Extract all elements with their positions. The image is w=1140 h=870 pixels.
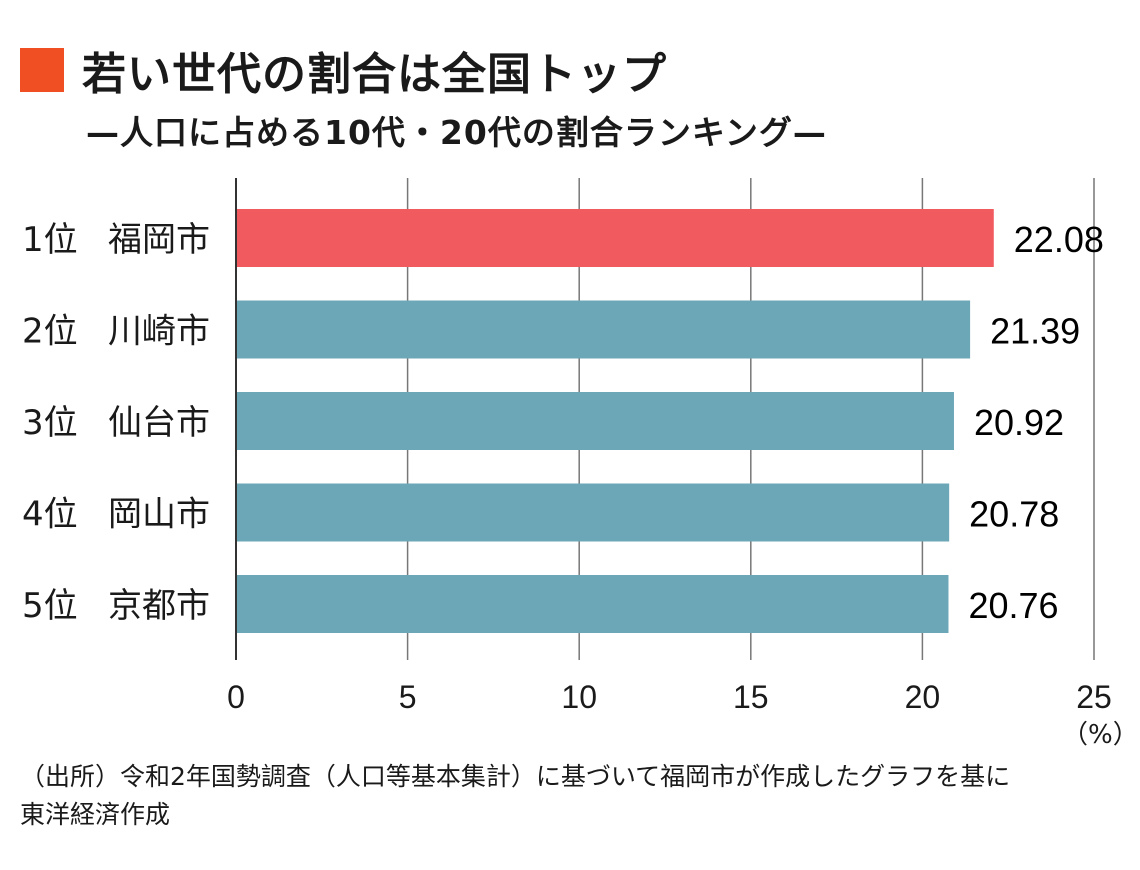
bar-5 xyxy=(236,575,949,633)
city-label-4: 岡山市 xyxy=(108,495,210,535)
city-label-3: 仙台市 xyxy=(108,403,210,443)
source-note: （出所）令和2年国勢調査（人口等基本集計）に基づいて福岡市が作成したグラフを基に… xyxy=(20,758,1120,834)
bar-1 xyxy=(236,209,994,267)
bar-2 xyxy=(236,300,971,359)
chart-title: 若い世代の割合は全国トップ xyxy=(82,49,667,100)
source-line-2: 東洋経済作成 xyxy=(20,800,171,829)
value-label-5: 20.76 xyxy=(968,585,1058,626)
x-axis-unit: （%） xyxy=(1062,720,1139,750)
x-tick-label-25: 25 xyxy=(1076,679,1112,715)
value-label-3: 20.92 xyxy=(974,402,1064,443)
bar-3 xyxy=(236,392,954,450)
rank-label-4: 4位 xyxy=(22,495,78,535)
city-label-1: 福岡市 xyxy=(108,220,210,260)
rank-label-3: 3位 xyxy=(22,403,78,443)
x-tick-label-20: 20 xyxy=(905,679,941,715)
chart-subtitle: —人口に占める10代・20代の割合ランキング— xyxy=(86,113,827,152)
x-tick-label-10: 10 xyxy=(561,679,597,715)
source-line-1: （出所）令和2年国勢調査（人口等基本集計）に基づいて福岡市が作成したグラフを基に xyxy=(20,762,1011,791)
rank-label-1: 1位 xyxy=(22,220,78,260)
value-label-2: 21.39 xyxy=(990,311,1080,352)
value-label-1: 22.08 xyxy=(1014,219,1104,260)
x-tick-label-0: 0 xyxy=(227,679,245,715)
title-marker-square xyxy=(20,48,64,92)
bar-4 xyxy=(236,483,950,542)
city-label-5: 京都市 xyxy=(108,586,210,626)
x-tick-label-5: 5 xyxy=(399,679,417,715)
x-tick-label-15: 15 xyxy=(733,679,769,715)
value-label-4: 20.78 xyxy=(969,494,1059,535)
title-row: 若い世代の割合は全国トップ xyxy=(20,38,667,102)
city-label-2: 川崎市 xyxy=(108,312,210,352)
rank-label-2: 2位 xyxy=(22,312,78,352)
rank-label-5: 5位 xyxy=(22,586,78,626)
